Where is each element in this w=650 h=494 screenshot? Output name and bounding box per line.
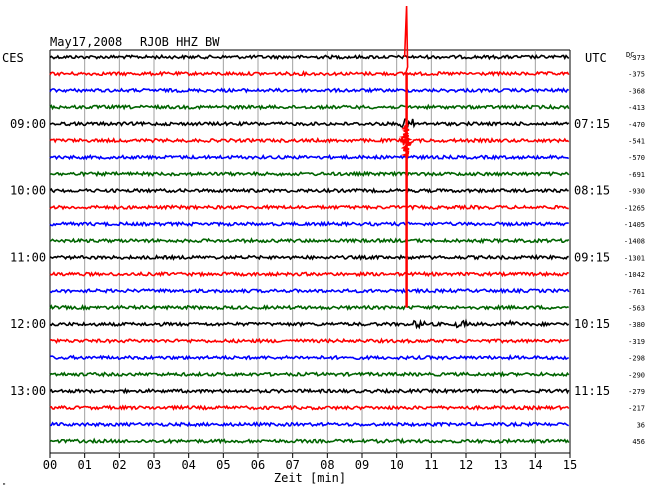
dc-label: DC: [626, 51, 634, 59]
corner-mark: ": [2, 482, 6, 490]
seismic-trace: [49, 304, 569, 311]
seismic-trace: [49, 153, 570, 161]
header-station: RJOB HHZ BW: [140, 35, 220, 49]
x-tick-label: 00: [43, 458, 57, 472]
spike-bulge: [399, 123, 413, 158]
seismic-trace: [49, 87, 570, 94]
seismic-trace: [49, 270, 569, 278]
seismic-trace: [49, 118, 570, 129]
x-tick-label: 01: [77, 458, 91, 472]
x-tick-label: 05: [216, 458, 230, 472]
seismic-trace: [49, 370, 570, 378]
right-time-label: 08:15: [574, 184, 610, 198]
dc-offset-label: 456: [632, 438, 645, 446]
dc-offset-label: -1408: [624, 238, 645, 246]
dc-offset-label: -1301: [624, 254, 645, 262]
left-time-label: 12:00: [10, 317, 46, 331]
dc-offset-label: -319: [628, 338, 645, 346]
seismic-trace: [49, 103, 570, 111]
plot-labels: May17,2008 RJOB HHZ BW CES UTC DC Zeit […: [2, 35, 634, 490]
spike-peak: [403, 5, 409, 74]
seismic-trace: [49, 387, 570, 395]
dc-offset-label: -279: [628, 388, 645, 396]
dc-offset-label: -217: [628, 405, 645, 413]
dc-offset-label: -373: [628, 54, 645, 62]
seismic-trace: [49, 53, 570, 61]
right-timezone: UTC: [585, 51, 607, 65]
left-time-label: 09:00: [10, 117, 46, 131]
seismic-trace: [49, 204, 569, 211]
right-time-label: 09:15: [574, 250, 610, 264]
x-tick-label: 07: [285, 458, 299, 472]
dc-offset-label: -1265: [624, 204, 645, 212]
seismic-trace: [49, 354, 570, 361]
right-time-label: 07:15: [574, 117, 610, 131]
dc-offset-label: -541: [628, 138, 645, 146]
x-tick-label: 13: [493, 458, 507, 472]
right-time-label: 11:15: [574, 384, 610, 398]
x-tick-label: 04: [181, 458, 195, 472]
dc-offset-label: -691: [628, 171, 645, 179]
seismic-trace: [49, 404, 570, 412]
seismic-trace: [49, 170, 570, 178]
left-timezone: CES: [2, 51, 24, 65]
left-time-label: 11:00: [10, 250, 46, 264]
earthquake-spike: [399, 5, 413, 308]
seismic-traces: [49, 53, 570, 445]
x-tick-label: 12: [459, 458, 473, 472]
dc-offset-label: -761: [628, 288, 645, 296]
dc-offset-label: -1405: [624, 221, 645, 229]
seismic-trace: [49, 318, 570, 330]
x-axis-title: Zeit [min]: [274, 471, 346, 485]
x-tick-label: 03: [147, 458, 161, 472]
axis-labels: 00 01 02 03 04 05 06 07 08 09 10 11 12 13 14 15 -373 -375…: [10, 54, 645, 472]
seismic-trace: [49, 287, 570, 295]
dc-offset-label: -930: [628, 188, 645, 196]
dc-offset-label: -298: [628, 355, 645, 363]
x-tick-label: 15: [563, 458, 577, 472]
seismic-trace: [50, 421, 570, 428]
seismic-trace: [49, 237, 570, 245]
x-tick-label: 11: [424, 458, 438, 472]
dc-offset-label: -1042: [624, 271, 645, 279]
dc-offset-label: -380: [628, 321, 645, 329]
x-tick-label: 02: [112, 458, 126, 472]
dc-offset-label: -368: [628, 87, 645, 95]
x-tick-label: 08: [320, 458, 334, 472]
seismic-trace: [49, 220, 569, 228]
dc-offset-label: 36: [637, 421, 645, 429]
plot-grid: [49, 49, 571, 458]
dc-offset-label: -375: [628, 71, 645, 79]
x-tick-label: 10: [389, 458, 403, 472]
right-time-label: 10:15: [574, 317, 610, 331]
seismic-trace: [49, 70, 570, 78]
seismic-trace: [49, 437, 570, 445]
seismic-trace: [49, 253, 569, 261]
x-tick-label: 14: [528, 458, 542, 472]
x-tick-label: 06: [251, 458, 265, 472]
dc-offset-label: -570: [628, 154, 645, 162]
dc-offset-label: -563: [628, 305, 645, 313]
left-time-label: 13:00: [10, 384, 46, 398]
x-tick-label: 09: [355, 458, 369, 472]
dc-offset-label: -290: [628, 371, 645, 379]
header-date: May17,2008: [50, 35, 122, 49]
seismic-trace: [49, 136, 570, 147]
left-time-label: 10:00: [10, 184, 46, 198]
dc-offset-label: -470: [628, 121, 645, 129]
dc-offset-label: -413: [628, 104, 645, 112]
seismic-trace: [49, 187, 569, 194]
seismic-trace: [49, 337, 570, 345]
